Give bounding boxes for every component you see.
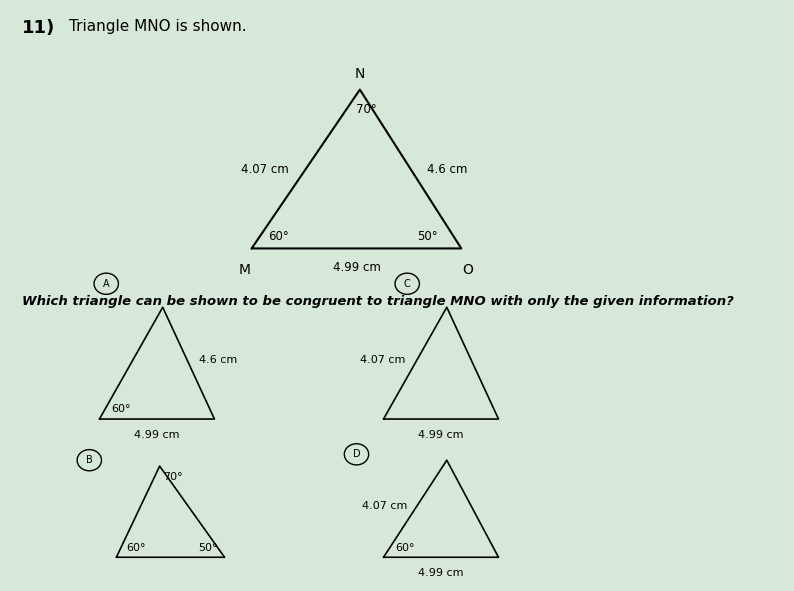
Text: N: N [355,67,365,81]
Text: 60°: 60° [268,229,289,242]
Text: Which triangle can be shown to be congruent to triangle MNO with only the given : Which triangle can be shown to be congru… [21,296,734,309]
Text: 4.99 cm: 4.99 cm [418,430,464,440]
Text: 4.6 cm: 4.6 cm [427,163,468,176]
Text: 60°: 60° [126,543,146,553]
Text: 60°: 60° [395,543,415,553]
Text: 60°: 60° [112,404,131,414]
Text: 4.07 cm: 4.07 cm [360,355,405,365]
Text: 4.07 cm: 4.07 cm [361,501,407,511]
Text: A: A [103,279,110,289]
Text: 4.07 cm: 4.07 cm [241,163,289,176]
Text: 4.99 cm: 4.99 cm [134,430,179,440]
Text: B: B [86,455,93,465]
Text: C: C [404,279,410,289]
Text: 4.99 cm: 4.99 cm [333,261,380,274]
Text: 50°: 50° [198,543,218,553]
Text: 11): 11) [21,19,55,37]
Text: M: M [239,263,251,277]
Text: 70°: 70° [357,103,377,116]
Text: 50°: 50° [417,229,437,242]
Text: D: D [353,449,360,459]
Text: 4.99 cm: 4.99 cm [418,568,464,578]
Text: 4.6 cm: 4.6 cm [198,355,237,365]
Text: 70°: 70° [163,472,183,482]
Text: O: O [463,263,473,277]
Text: Triangle MNO is shown.: Triangle MNO is shown. [69,19,247,34]
